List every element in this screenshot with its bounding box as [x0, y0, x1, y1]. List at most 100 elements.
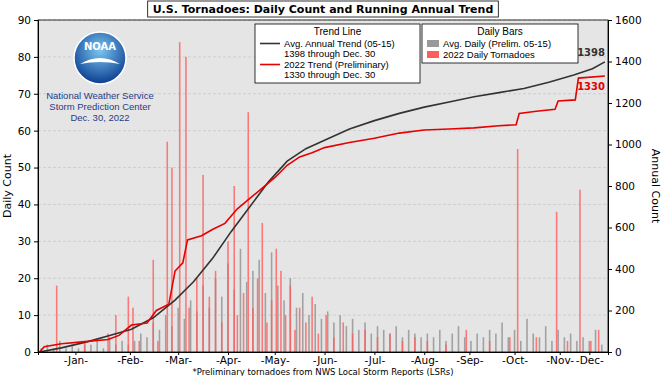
bar: [536, 337, 538, 352]
bar: [296, 308, 298, 352]
legend-note: 1398 through Dec. 30: [284, 48, 375, 59]
legend-swatch: [427, 51, 439, 58]
bar: [276, 249, 278, 352]
bar: [146, 337, 148, 352]
bar: [277, 286, 279, 352]
bar: [221, 322, 223, 352]
tick-label: -Jun-: [313, 354, 338, 366]
bar: [582, 337, 584, 352]
bar: [318, 334, 320, 352]
tick-label: 90: [18, 14, 31, 26]
bar: [290, 286, 292, 352]
bar: [59, 341, 61, 352]
legend-entry: 2022 Daily Tornadoes: [443, 49, 535, 60]
tick: -Jul-: [364, 352, 385, 366]
tick-label: 1400: [615, 55, 642, 67]
bar: [209, 297, 211, 352]
bar: [564, 337, 566, 352]
tick-mark: [608, 103, 612, 104]
tick-mark: [34, 241, 38, 242]
tick: 600: [608, 221, 635, 233]
tick-mark: [608, 145, 612, 146]
legend-swatch: [427, 40, 439, 47]
bar: [78, 348, 80, 352]
tick-label: -Aug-: [411, 354, 439, 366]
bar: [352, 319, 354, 352]
tick: 10: [18, 309, 38, 321]
bar: [364, 330, 366, 352]
tick-mark: [34, 352, 38, 353]
bar: [138, 341, 140, 352]
tick-mark: [34, 278, 38, 279]
tick-mark: [608, 228, 612, 229]
bar: [327, 311, 329, 352]
bar: [215, 271, 217, 352]
bar: [551, 341, 553, 352]
logo: [74, 32, 126, 84]
bar: [557, 330, 559, 352]
bar: [414, 337, 416, 352]
tick-label: -Jan-: [64, 354, 89, 366]
bar: [589, 341, 591, 352]
bar: [134, 341, 136, 352]
bar: [290, 278, 292, 352]
tick: 80: [18, 51, 38, 63]
bar: [567, 341, 569, 352]
bar: [532, 334, 534, 352]
bar: [308, 315, 310, 352]
axis: 02004006008001000120014001600: [608, 14, 642, 358]
bar: [501, 322, 503, 352]
bar: [266, 322, 268, 352]
bar: [364, 322, 366, 352]
bar: [595, 330, 597, 352]
bar: [389, 334, 391, 352]
bar: [227, 241, 229, 352]
tick-label: 400: [615, 263, 635, 275]
annotation: Storm Prediction Center: [49, 101, 150, 112]
trend-line: [40, 76, 605, 352]
legend-entry: Avg. Daily (Prelim. 05-15): [443, 38, 551, 49]
tick-label: 60: [18, 125, 31, 137]
tick-label: 30: [18, 235, 31, 247]
bar: [576, 341, 578, 352]
tick: -Aug-: [411, 352, 439, 366]
chart-title: U.S. Tornadoes: Daily Count and Running …: [153, 3, 494, 16]
logo-bird: [80, 58, 120, 64]
bar: [464, 337, 466, 352]
end-label: 1398: [577, 47, 605, 58]
tick: -Jun-: [313, 352, 338, 366]
bar: [458, 326, 460, 352]
tick-mark: [608, 62, 612, 63]
bar: [439, 330, 441, 352]
tick-mark: [34, 94, 38, 95]
tick-mark: [608, 20, 612, 21]
bar: [579, 190, 581, 352]
bar: [517, 149, 519, 352]
bar: [509, 337, 511, 352]
tick-label: 1000: [615, 138, 642, 150]
bar: [179, 42, 181, 352]
tick: -Nov-: [546, 352, 574, 366]
bar: [476, 334, 478, 352]
footnote: *Preliminary tornadoes from NWS Local St…: [192, 367, 453, 376]
tick-label: -Sep-: [456, 354, 484, 366]
bar: [202, 175, 204, 352]
grid: [38, 20, 608, 352]
bar: [265, 293, 267, 352]
legend-box: [255, 24, 420, 83]
bar: [325, 315, 327, 352]
bar: [489, 330, 491, 352]
grid-line: [38, 315, 608, 316]
bar: [294, 330, 296, 352]
bar: [321, 319, 323, 352]
trend-line: [40, 62, 605, 352]
annotation: National Weather Service: [46, 90, 154, 101]
bar: [545, 326, 547, 352]
tick-mark: [608, 311, 612, 312]
bar: [240, 249, 242, 352]
bar: [103, 348, 105, 352]
bar: [56, 286, 58, 352]
bar: [451, 334, 453, 352]
bar: [402, 341, 404, 352]
bar: [346, 326, 348, 352]
